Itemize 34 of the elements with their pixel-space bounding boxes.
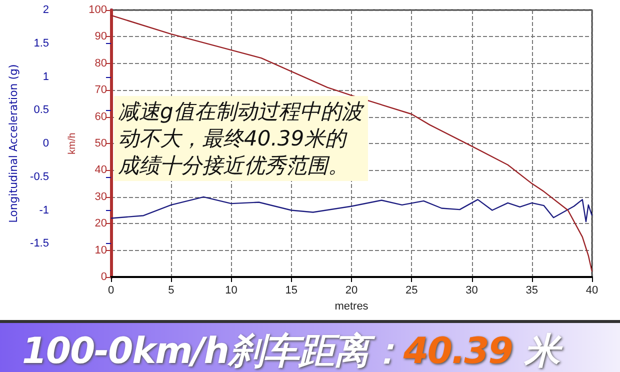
x-tick-label: 40 <box>586 284 598 296</box>
x-tick-label: 5 <box>168 284 174 296</box>
x-axis-title: metres <box>334 300 369 312</box>
y2-tick-label: 100 <box>88 4 107 16</box>
line-series <box>110 14 593 272</box>
y-tick-label: 1 <box>42 70 49 83</box>
line-series <box>110 196 593 222</box>
y2-tick-label: 20 <box>94 218 107 230</box>
y2-tick-label: 60 <box>94 110 107 123</box>
y2-tick-label: 10 <box>94 244 107 256</box>
y-tick-label: 0 <box>42 138 49 150</box>
y2-tick-label: 90 <box>94 30 107 43</box>
y-tick-label: -1 <box>39 204 49 216</box>
y2-tick-label: 50 <box>94 138 107 150</box>
y-axis-title: Longitudinal Acceleration (g) <box>7 64 20 223</box>
y-tick-label: 2 <box>42 4 49 16</box>
annotation: 减速g值在制动过程中的波动不大，最终40.39米的成绩十分接近优秀范围。 <box>118 100 364 178</box>
y2-tick-label: 30 <box>94 190 107 203</box>
y2-tick-label: 80 <box>94 57 107 70</box>
x-tick-label: 25 <box>406 284 418 296</box>
y2-tick-label: 40 <box>94 164 107 176</box>
y2-tick-label: 0 <box>100 271 107 283</box>
y-tick-label: 1.5 <box>34 37 49 50</box>
x-tick-label: 35 <box>526 284 538 296</box>
x-tick-label: 15 <box>285 284 298 296</box>
y-tick-label: 0.5 <box>34 104 49 116</box>
y-tick-label: -1.5 <box>30 238 49 250</box>
y2-axis-title: km/h <box>67 132 78 154</box>
x-tick-label: 30 <box>466 284 478 296</box>
y-tick-label: -0.5 <box>30 170 49 183</box>
x-tick-label: 20 <box>345 284 358 296</box>
x-tick-label: 10 <box>225 284 238 296</box>
x-tick-label: 0 <box>108 284 114 296</box>
y2-tick-label: 70 <box>94 84 107 96</box>
